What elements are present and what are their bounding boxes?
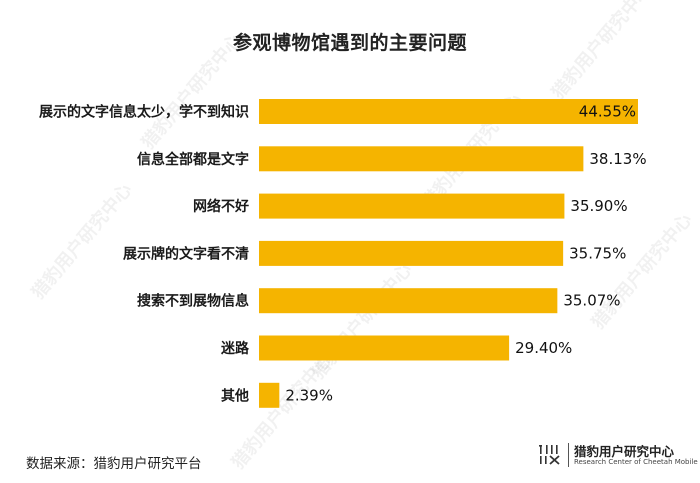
bar bbox=[259, 146, 584, 172]
watermark-text: 猎豹用户研究中心 bbox=[227, 349, 336, 473]
category-label: 展示的文字信息太少，学不到知识 bbox=[39, 104, 249, 121]
source-note: 数据来源：猎豹用户研究平台 bbox=[26, 456, 202, 472]
value-label: 35.90% bbox=[570, 197, 627, 215]
category-label: 搜索不到展物信息 bbox=[137, 293, 249, 310]
category-label: 网络不好 bbox=[193, 198, 249, 215]
bar bbox=[259, 288, 558, 314]
value-label: 29.40% bbox=[515, 339, 572, 357]
bar bbox=[259, 240, 564, 266]
cheetah-logo-icon bbox=[539, 445, 560, 465]
watermark-text: 猎豹用户研究中心 bbox=[587, 209, 696, 333]
category-label: 展示牌的文字看不清 bbox=[123, 245, 249, 262]
brand-subtitle: Research Center of Cheetah Mobile bbox=[574, 458, 698, 466]
value-label: 35.07% bbox=[563, 292, 620, 310]
bar bbox=[259, 382, 280, 408]
category-label: 其他 bbox=[221, 387, 249, 404]
brand-divider bbox=[568, 443, 569, 467]
watermark-text: 猎豹用户研究中心 bbox=[137, 29, 246, 153]
watermark-text: 猎豹用户研究中心 bbox=[27, 179, 136, 303]
brand-logo-block: 猎豹用户研究中心 Research Center of Cheetah Mobi… bbox=[538, 440, 698, 470]
category-label: 信息全部都是文字 bbox=[137, 151, 249, 168]
chart-title: 参观博物馆遇到的主要问题 bbox=[232, 32, 467, 54]
labels-layer: 展示的文字信息太少，学不到知识 44.55% 信息全部都是文字 38.13% 网络不好 3… bbox=[39, 103, 647, 405]
value-label: 44.55% bbox=[579, 103, 636, 121]
value-label: 2.39% bbox=[285, 386, 333, 404]
bars-layer bbox=[259, 99, 638, 408]
value-label: 35.75% bbox=[569, 244, 626, 262]
bar bbox=[259, 99, 638, 124]
watermark-text: 猎豹用户研究中心 bbox=[547, 0, 656, 103]
value-label: 38.13% bbox=[589, 150, 646, 168]
brand-name: 猎豹用户研究中心 bbox=[574, 444, 675, 459]
category-label: 迷路 bbox=[220, 340, 250, 357]
watermark-layer: 猎豹用户研究中心猎豹用户研究中心猎豹用户研究中心猎豹用户研究中心猎豹用户研究中心… bbox=[27, 0, 696, 473]
bar bbox=[259, 193, 565, 219]
bar bbox=[259, 335, 510, 361]
